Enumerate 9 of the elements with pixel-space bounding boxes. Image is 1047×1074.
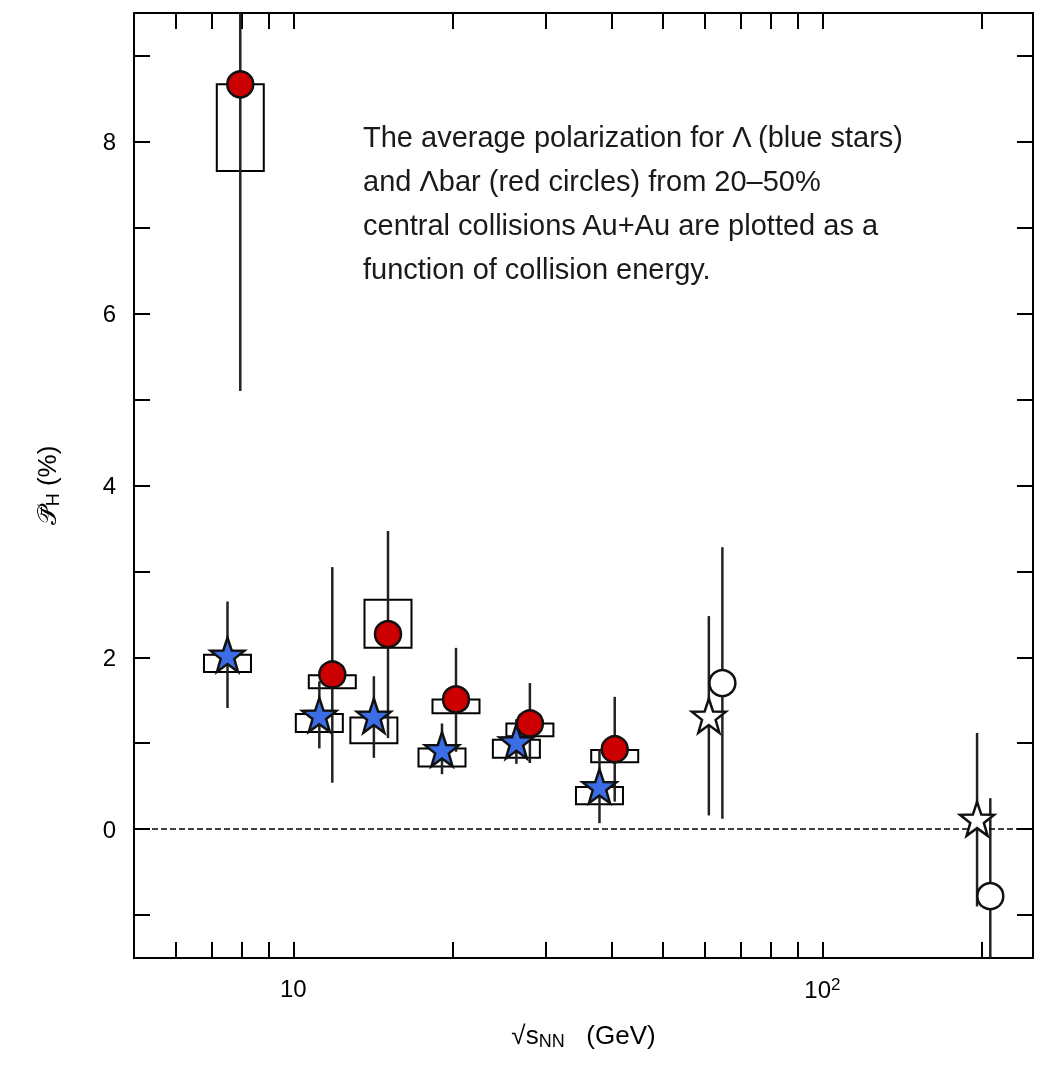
y-tick-label: 0 [102,815,116,843]
text: √sNN (GeV) [511,1019,656,1051]
y-tick-label: 8 [102,128,116,156]
y-tick-label: 4 [102,472,116,499]
x-tick-label: 10 [279,974,307,1002]
y-axis-title: 𝒫̄H (%) [32,445,63,526]
y-tick-label: 2 [102,643,116,671]
y-tick-label: 6 [102,300,116,328]
annotation: The average polarization for Λ (blue stars) and Λbar (red circles) from 20–50% central collisions Au+Au are plotted as a function of collision energy. [363,121,912,285]
